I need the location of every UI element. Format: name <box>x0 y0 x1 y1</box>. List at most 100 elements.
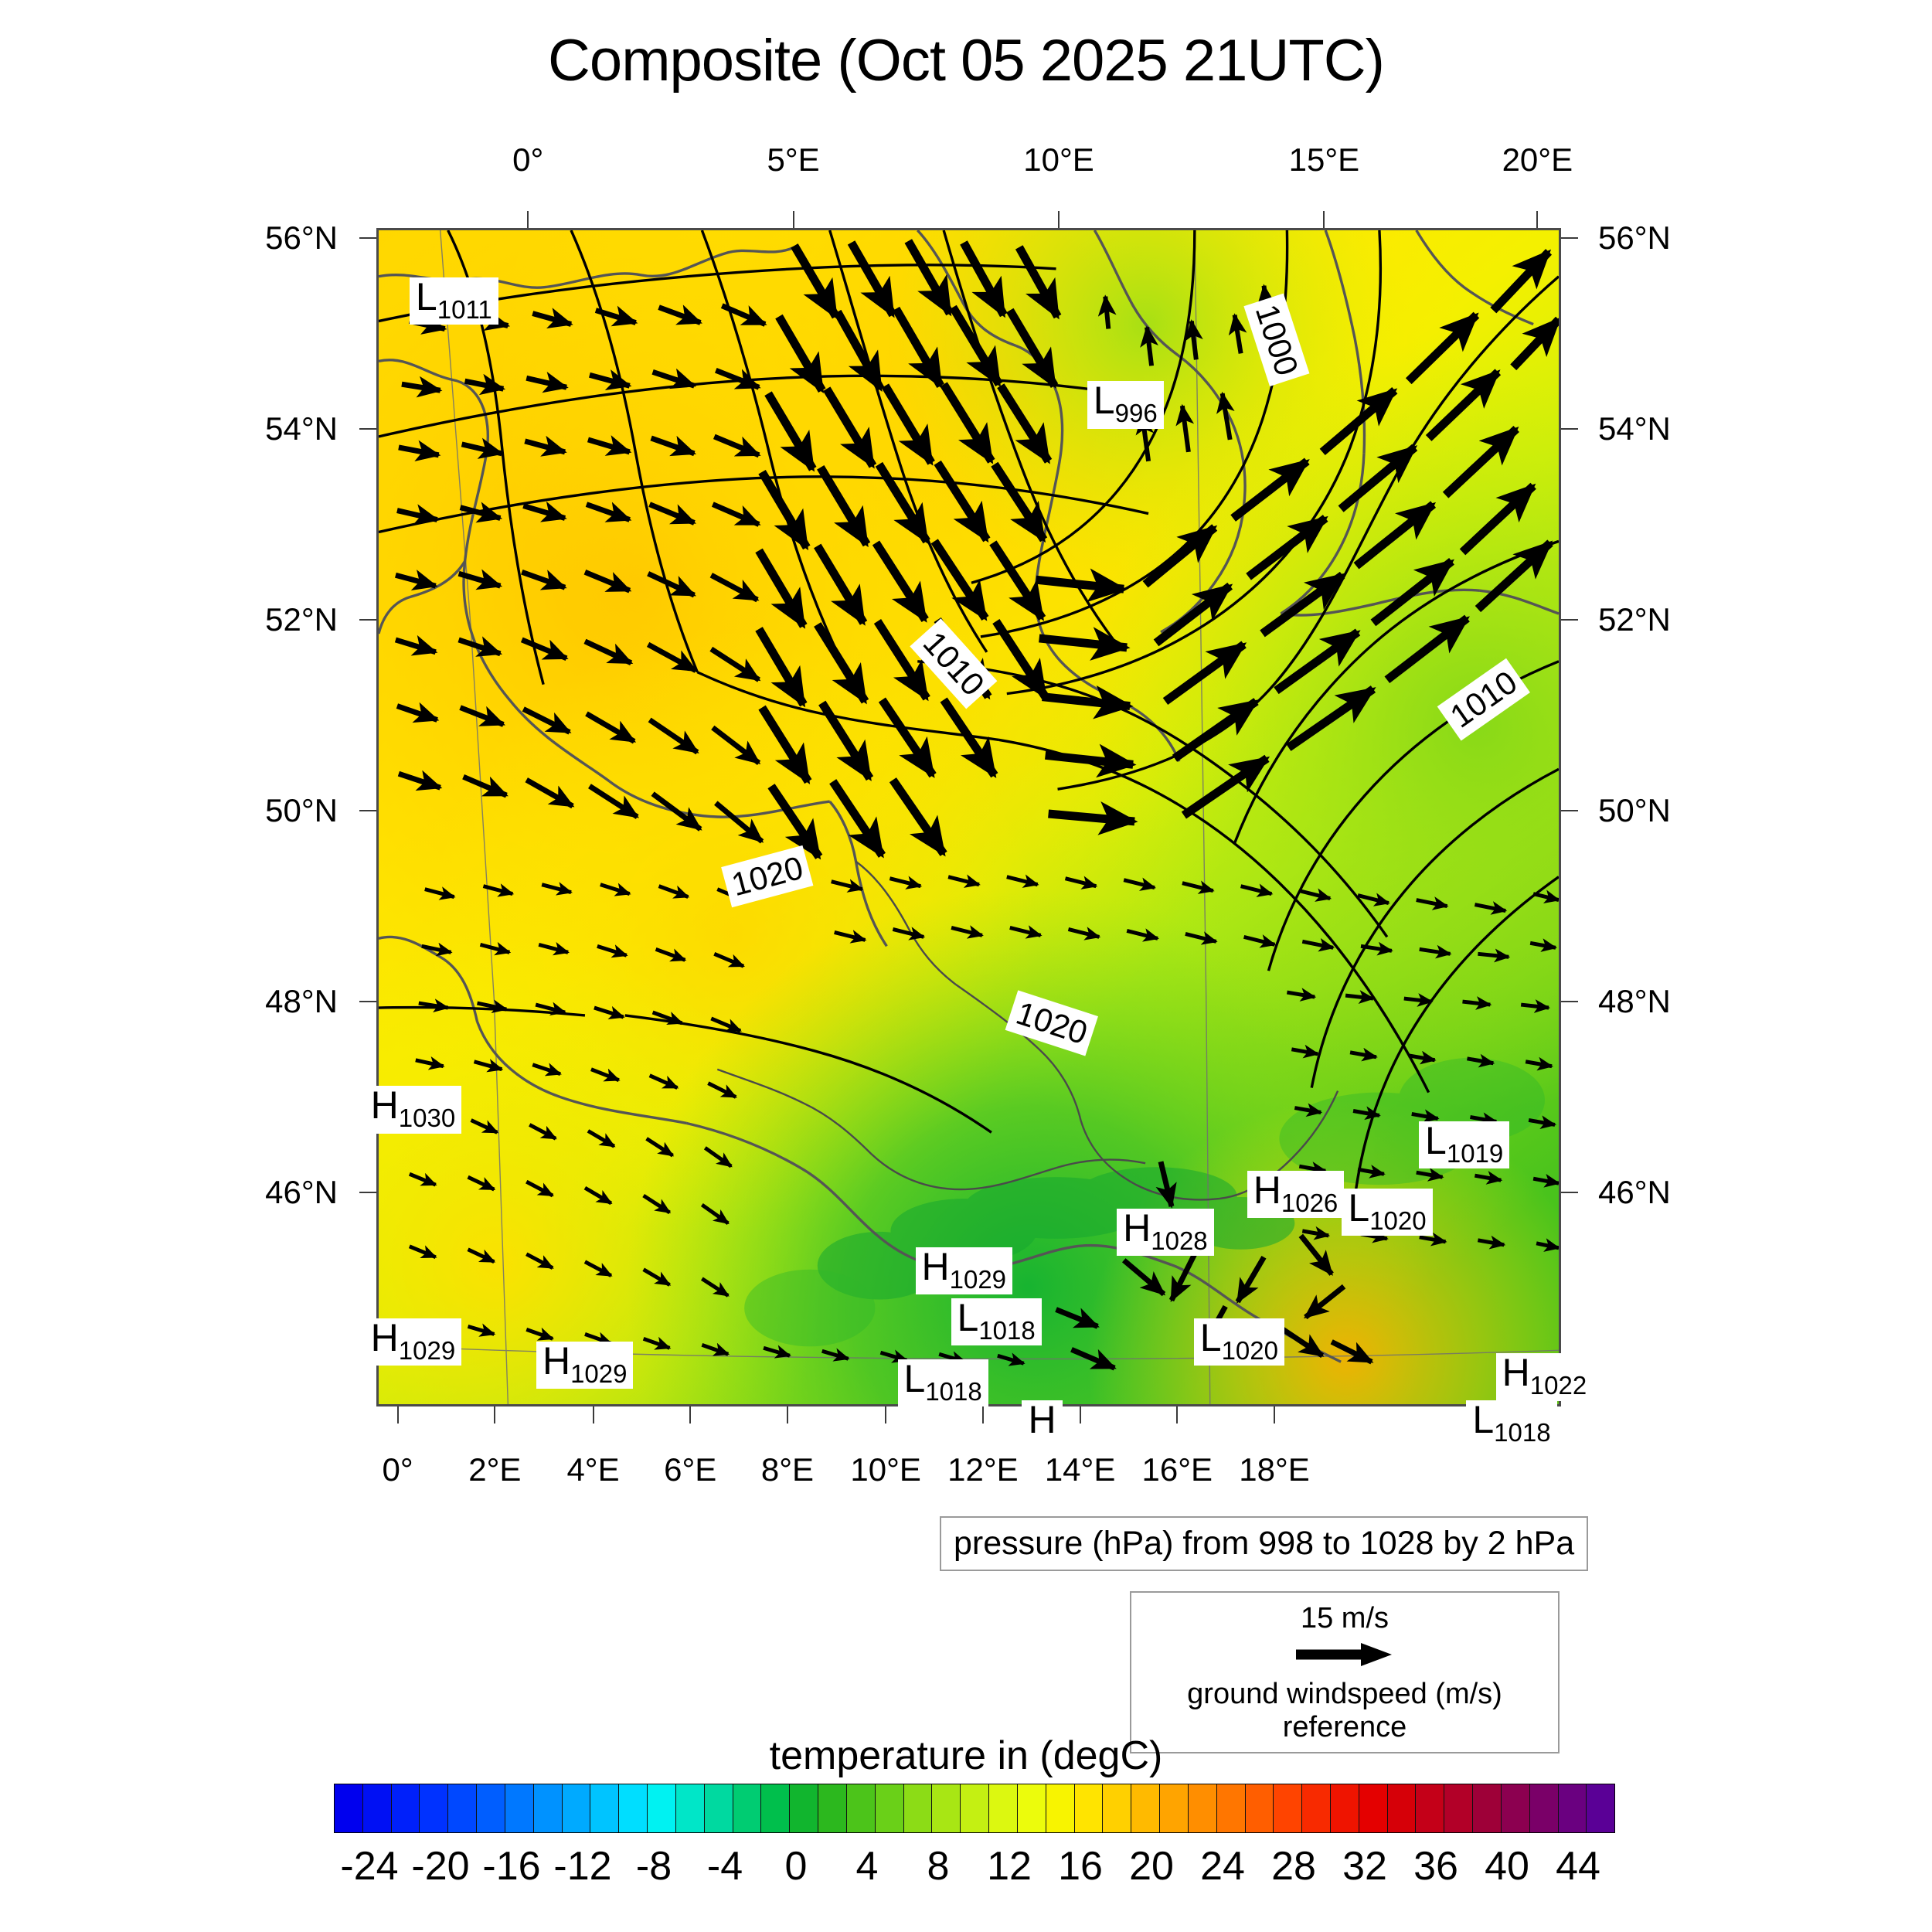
colorbar-swatch <box>1473 1784 1502 1832</box>
colorbar-tick-label: 28 <box>1271 1844 1316 1889</box>
colorbar-swatch <box>1302 1784 1331 1832</box>
pressure-marker-l-1020: L1020 <box>1193 1318 1284 1366</box>
axis-tick-bottom <box>689 1406 692 1423</box>
axis-tick-bottom <box>592 1406 594 1423</box>
wind-reference-value: 15 m/s <box>1300 1602 1389 1634</box>
colorbar-swatch <box>1188 1784 1217 1832</box>
colorbar-tick-label: 20 <box>1129 1844 1174 1889</box>
colorbar-swatch <box>420 1784 449 1832</box>
pressure-marker-h-1029: H1029 <box>364 1318 462 1366</box>
pressure-marker-h-1026: H1026 <box>1247 1171 1345 1219</box>
axis-tick-right <box>1561 619 1578 621</box>
colorbar-tick-label: 16 <box>1058 1844 1103 1889</box>
colorbar-tick-label: 40 <box>1485 1844 1529 1889</box>
colorbar-swatch <box>505 1784 534 1832</box>
colorbar-swatch <box>1103 1784 1132 1832</box>
colorbar-swatch <box>533 1784 563 1832</box>
axis-tick-top <box>527 211 529 228</box>
colorbar-tick-label: 12 <box>987 1844 1032 1889</box>
pressure-marker-h: H <box>1022 1400 1063 1442</box>
colorbar-swatch <box>1444 1784 1474 1832</box>
axis-tick-right <box>1561 236 1578 239</box>
colorbar-swatch <box>335 1784 363 1832</box>
axis-label-left: 48°N <box>265 983 338 1020</box>
colorbar-tick-label: -24 <box>340 1844 399 1889</box>
axis-tick-bottom <box>494 1406 496 1423</box>
pressure-marker-h-1028: H1028 <box>1117 1208 1214 1257</box>
axis-tick-bottom <box>981 1406 984 1423</box>
axis-tick-bottom <box>1274 1406 1275 1423</box>
pressure-marker-l-1020: L1020 <box>1342 1188 1433 1236</box>
axis-tick-left <box>359 1192 376 1194</box>
colorbar-swatch <box>1558 1784 1587 1832</box>
axis-label-bottom: 10°E <box>850 1451 921 1488</box>
colorbar-swatch <box>1160 1784 1189 1832</box>
colorbar-tick-label: 44 <box>1556 1844 1600 1889</box>
axis-label-top: 5°E <box>767 141 820 178</box>
colorbar-swatch <box>1131 1784 1161 1832</box>
axis-tick-left <box>359 619 376 621</box>
colorbar-swatch <box>1074 1784 1104 1832</box>
axis-tick-right <box>1561 428 1578 430</box>
axis-tick-bottom <box>1176 1406 1179 1423</box>
graticule <box>379 230 1559 1404</box>
colorbar <box>334 1784 1615 1833</box>
map-plot-area <box>376 228 1561 1406</box>
map-canvas <box>379 230 1559 1404</box>
axis-label-right: 56°N <box>1598 219 1671 256</box>
colorbar-swatch <box>761 1784 791 1832</box>
colorbar-swatch <box>675 1784 705 1832</box>
colorbar-tick-label: -20 <box>411 1844 470 1889</box>
axis-tick-left <box>359 1001 376 1003</box>
colorbar-tick-label: 36 <box>1413 1844 1458 1889</box>
axis-label-left: 56°N <box>265 219 338 256</box>
axis-label-left: 46°N <box>265 1174 338 1211</box>
wind-reference-caption: ground windspeed (m/s) reference <box>1187 1678 1502 1743</box>
axis-tick-left <box>359 428 376 430</box>
right-arrow-icon <box>1296 1643 1392 1666</box>
colorbar-swatch <box>1216 1784 1246 1832</box>
axis-label-bottom: 12°E <box>947 1451 1019 1488</box>
colorbar-swatch <box>1330 1784 1359 1832</box>
axis-tick-bottom <box>786 1406 788 1423</box>
pressure-marker-h-1030: H1030 <box>364 1086 462 1134</box>
colorbar-swatch <box>477 1784 505 1832</box>
axis-label-bottom: 16°E <box>1141 1451 1213 1488</box>
colorbar-tick-labels: -24 -20 -16 -12 -8 -4 0 4 8 12 16 20 24 28 32 36 40 44 <box>334 1843 1614 1889</box>
colorbar-swatch <box>818 1784 847 1832</box>
colorbar-swatch <box>1046 1784 1075 1832</box>
axis-label-top: 0° <box>512 141 544 178</box>
axis-label-left: 54°N <box>265 410 338 447</box>
colorbar-tick-label: 24 <box>1200 1844 1245 1889</box>
colorbar-tick-label: 32 <box>1342 1844 1387 1889</box>
colorbar-tick-label: -8 <box>635 1844 672 1889</box>
colorbar-swatch <box>790 1784 819 1832</box>
axis-label-top: 15°E <box>1288 141 1360 178</box>
colorbar-swatch <box>1017 1784 1046 1832</box>
colorbar-swatch <box>733 1784 762 1832</box>
colorbar-swatch <box>1587 1784 1615 1832</box>
axis-tick-top <box>1536 211 1539 228</box>
colorbar-tick-label: 4 <box>855 1844 879 1889</box>
pressure-marker-h-1022: H1022 <box>1495 1353 1594 1401</box>
axis-label-left: 50°N <box>265 792 338 829</box>
axis-tick-top <box>1323 211 1325 228</box>
colorbar-swatch <box>619 1784 648 1832</box>
colorbar-swatch <box>1501 1784 1530 1832</box>
axis-tick-right <box>1561 810 1578 812</box>
colorbar-swatch <box>1274 1784 1303 1832</box>
pressure-marker-l-1018: L1018 <box>1466 1400 1557 1448</box>
pressure-marker-l-1019: L1019 <box>1419 1121 1510 1169</box>
axis-label-bottom: 2°E <box>468 1451 522 1488</box>
axis-label-right: 50°N <box>1598 792 1671 829</box>
colorbar-swatch <box>362 1784 392 1832</box>
axis-tick-left <box>359 236 376 239</box>
colorbar-title: temperature in (degC) <box>769 1733 1163 1778</box>
axis-tick-top <box>792 211 794 228</box>
colorbar-swatch <box>903 1784 933 1832</box>
colorbar-tick-label: -16 <box>482 1844 541 1889</box>
axis-label-bottom: 14°E <box>1044 1451 1116 1488</box>
pressure-marker-l-996: L996 <box>1087 381 1164 429</box>
axis-label-top: 10°E <box>1023 141 1094 178</box>
colorbar-swatch <box>1387 1784 1417 1832</box>
